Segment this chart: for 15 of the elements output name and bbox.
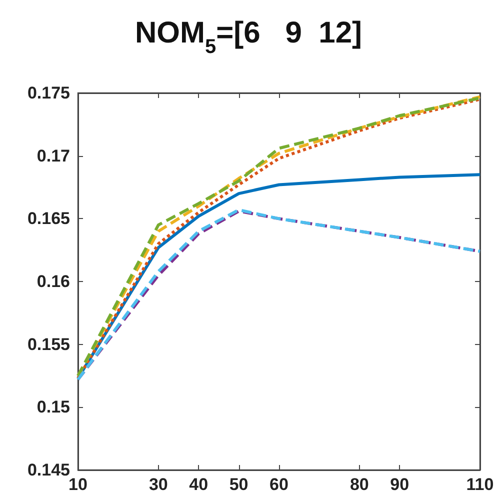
y-tick-label: 0.17 bbox=[36, 146, 70, 166]
x-tick-label: 40 bbox=[189, 475, 208, 494]
y-tick-label: 0.15 bbox=[36, 398, 70, 417]
x-tick-label: 30 bbox=[148, 475, 168, 494]
x-tick-label: 50 bbox=[229, 475, 248, 494]
x-tick-label: 110 bbox=[466, 475, 494, 494]
y-tick-label: 0.16 bbox=[36, 272, 70, 291]
x-tick-label: 60 bbox=[270, 475, 288, 494]
y-tick-label: 0.165 bbox=[27, 209, 70, 228]
x-tick-label: 10 bbox=[68, 475, 88, 494]
y-tick-label: 0.175 bbox=[27, 84, 70, 102]
y-tick-label: 0.145 bbox=[27, 460, 70, 480]
y-tick-label: 0.155 bbox=[27, 334, 70, 354]
x-tick-label: 90 bbox=[390, 475, 410, 494]
x-tick-label: 80 bbox=[350, 475, 369, 494]
